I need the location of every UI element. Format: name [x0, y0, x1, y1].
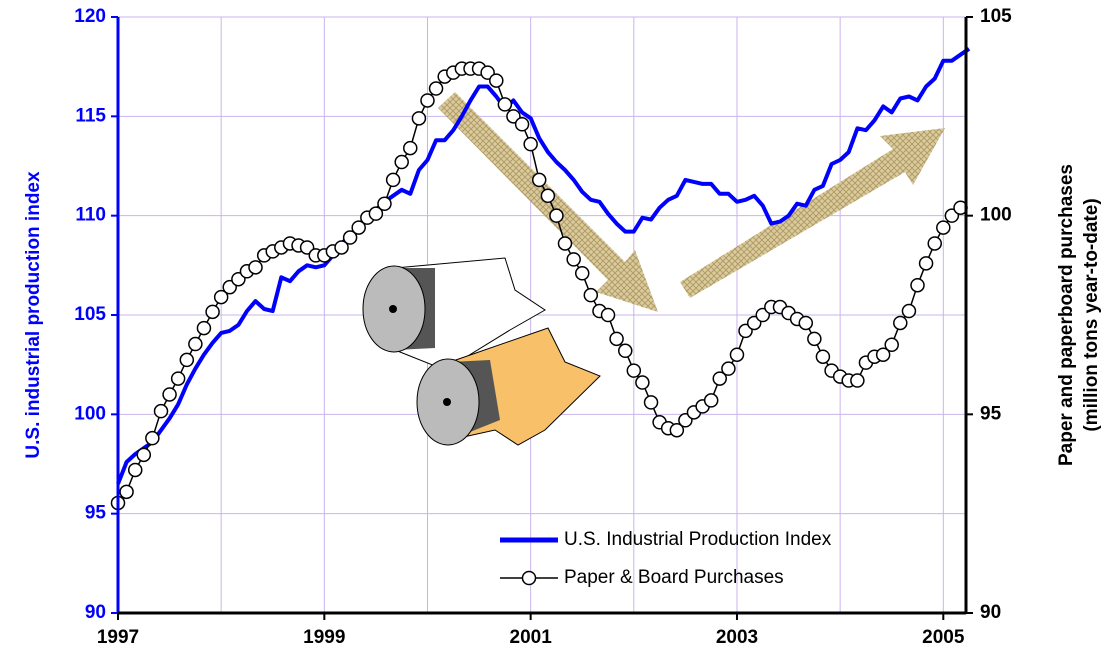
data-point — [851, 374, 864, 387]
data-point — [937, 221, 950, 234]
x-tick-label: 2003 — [716, 627, 758, 648]
y2-tick-label: 95 — [980, 403, 1002, 424]
data-point — [430, 82, 443, 95]
data-point — [920, 257, 933, 270]
legend-swatch — [523, 572, 536, 585]
x-tick-label: 2001 — [510, 627, 553, 648]
data-point — [129, 463, 142, 476]
y2-axis-title: Paper and paperboard purchases — [1056, 164, 1077, 466]
data-point — [610, 332, 623, 345]
data-point — [387, 173, 400, 186]
data-point — [421, 94, 434, 107]
data-point — [602, 309, 615, 322]
data-point — [885, 338, 898, 351]
data-point — [541, 189, 554, 202]
data-point — [894, 316, 907, 329]
data-point — [645, 396, 658, 409]
data-point — [627, 364, 640, 377]
data-point — [559, 237, 572, 250]
data-point — [902, 305, 915, 318]
data-point — [412, 112, 425, 125]
data-point — [808, 332, 821, 345]
data-point — [155, 405, 168, 418]
data-point — [576, 267, 589, 280]
data-point — [172, 372, 185, 385]
y-tick-label: 95 — [85, 503, 107, 524]
data-point — [928, 237, 941, 250]
decoration — [363, 92, 945, 445]
data-point — [163, 388, 176, 401]
data-point — [206, 305, 219, 318]
y-tick-label: 90 — [85, 602, 106, 623]
data-point — [490, 74, 503, 87]
y-tick-label: 110 — [75, 205, 106, 226]
data-point — [180, 353, 193, 366]
data-point — [799, 316, 812, 329]
legend-label: U.S. Industrial Production Index — [564, 529, 832, 550]
legend-label: Paper & Board Purchases — [564, 567, 784, 588]
data-point — [619, 344, 632, 357]
data-point — [533, 173, 546, 186]
data-point — [395, 156, 408, 169]
data-point — [722, 362, 735, 375]
chart: U.S. industrial production index Paper a… — [0, 0, 1109, 655]
data-point — [378, 197, 391, 210]
data-point — [705, 394, 718, 407]
x-tick-label: 2005 — [922, 627, 965, 648]
y2-axis-title: (million tons year-to-date) — [1081, 198, 1102, 431]
x-tick-label: 1999 — [303, 627, 345, 648]
data-point — [567, 253, 580, 266]
data-point — [816, 350, 829, 363]
data-point — [498, 98, 511, 111]
x-tick-label: 1997 — [97, 627, 139, 648]
y-axis-title: U.S. industrial production index — [23, 171, 44, 459]
data-point — [189, 338, 202, 351]
y-tick-label: 100 — [74, 403, 106, 424]
data-point — [249, 261, 262, 274]
data-point — [911, 279, 924, 292]
data-point — [197, 322, 210, 335]
y-tick-label: 120 — [74, 6, 106, 27]
data-point — [584, 289, 597, 302]
data-point — [550, 209, 563, 222]
data-point — [516, 118, 529, 131]
y2-tick-label: 100 — [980, 205, 1012, 226]
data-point — [730, 348, 743, 361]
y2-tick-label: 105 — [980, 6, 1012, 27]
y-tick-label: 105 — [74, 304, 106, 325]
data-point — [636, 376, 649, 389]
data-point — [120, 485, 133, 498]
data-point — [404, 142, 417, 155]
data-point — [524, 138, 537, 151]
y2-tick-label: 90 — [980, 602, 1001, 623]
data-point — [137, 448, 150, 461]
y-tick-label: 115 — [75, 105, 106, 126]
data-point — [146, 432, 159, 445]
